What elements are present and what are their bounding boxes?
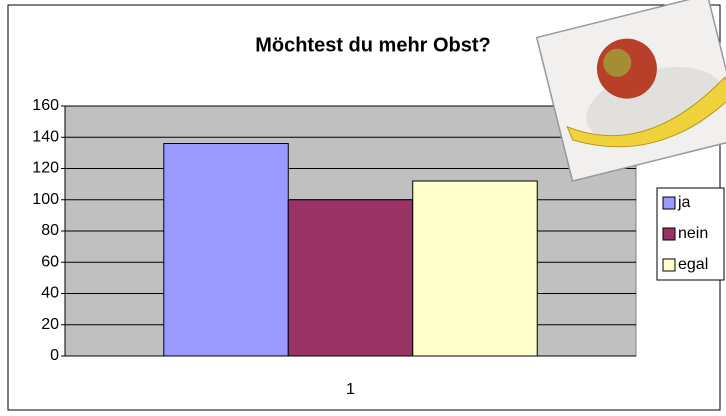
legend-label: nein xyxy=(678,225,708,242)
y-tick-label: 80 xyxy=(41,222,59,239)
y-tick-label: 120 xyxy=(32,160,59,177)
y-tick-label: 40 xyxy=(41,285,59,302)
y-tick-label: 140 xyxy=(32,128,59,145)
legend-label: egal xyxy=(678,256,708,273)
bar xyxy=(164,144,288,357)
y-tick-label: 0 xyxy=(50,347,59,364)
chart: Möchtest du mehr Obst? 0 20 40 60 80 100 120 14… xyxy=(0,0,726,416)
legend-label: ja xyxy=(677,194,691,211)
y-tick-label: 160 xyxy=(32,97,59,114)
legend: ja nein egal xyxy=(657,188,724,280)
legend-swatch xyxy=(663,228,675,240)
legend-swatch xyxy=(663,197,675,209)
bar xyxy=(288,200,412,356)
y-tick-label: 20 xyxy=(41,316,59,333)
legend-swatch xyxy=(663,259,675,271)
y-tick-label: 100 xyxy=(32,191,59,208)
y-tick-label: 60 xyxy=(41,253,59,270)
chart-title: Möchtest du mehr Obst? xyxy=(255,34,491,56)
bar xyxy=(413,181,537,356)
x-tick-label: 1 xyxy=(346,381,355,398)
